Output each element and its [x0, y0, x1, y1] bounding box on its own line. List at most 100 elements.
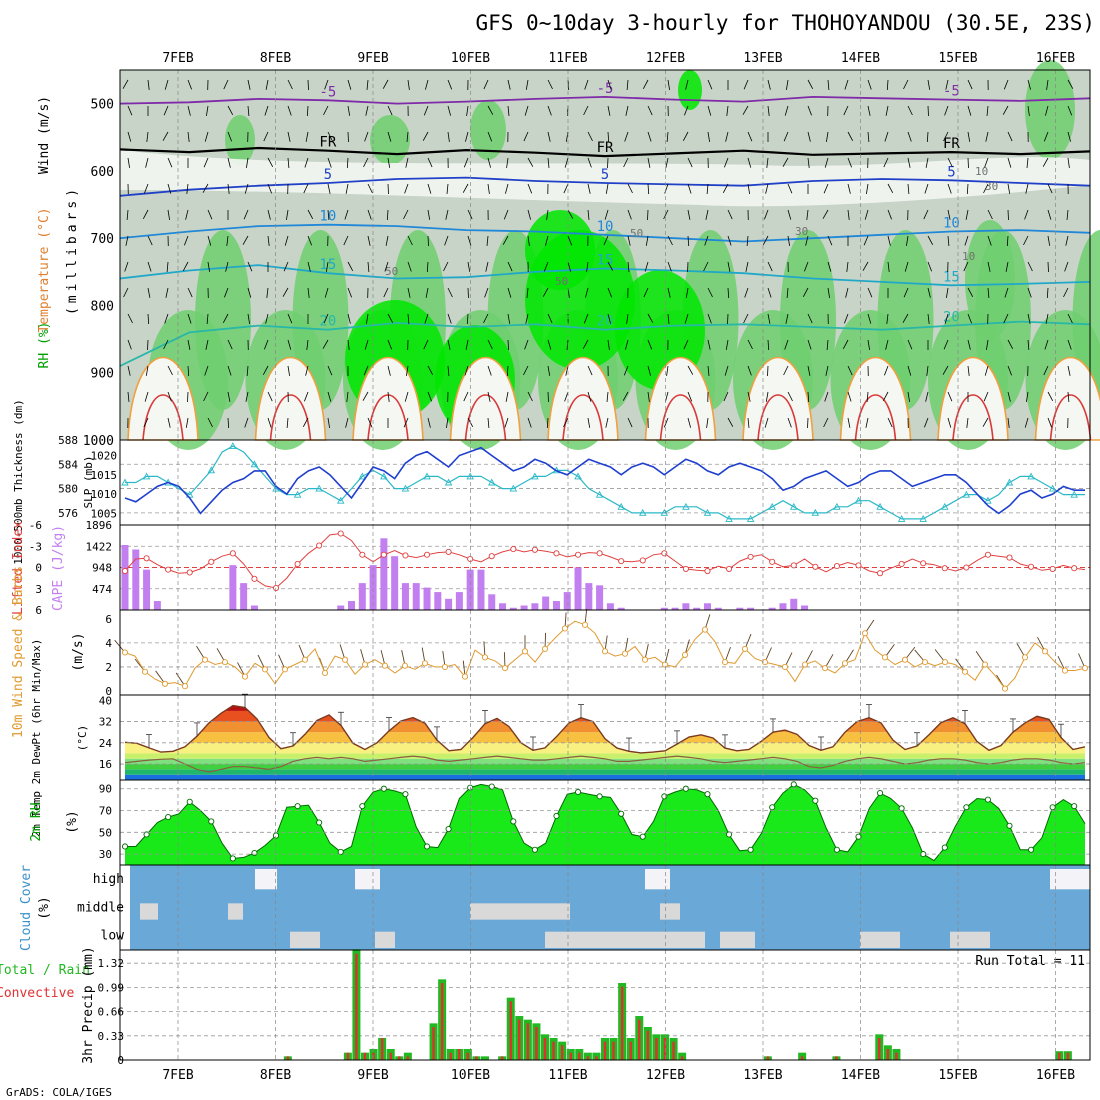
- wind-barb: [364, 339, 369, 350]
- wind-speed-line-marker: [361, 661, 369, 668]
- surface-dome: [1034, 356, 1100, 441]
- surface-dome-inner: [269, 394, 312, 441]
- wind-speed-line-marker: [1041, 648, 1049, 655]
- wind-barb: [205, 339, 209, 350]
- wind-barb: [1026, 391, 1029, 402]
- wind-barb: [904, 261, 909, 272]
- precip-conv-bar: [363, 1052, 367, 1060]
- wind-barb: [965, 209, 969, 220]
- temp-contour-10: [119, 223, 1091, 243]
- wind-barb: [507, 339, 509, 351]
- wind-speed-line-marker: [841, 660, 849, 667]
- precip-conv-bar: [886, 1049, 890, 1060]
- wind-barb: [706, 183, 709, 195]
- wind-barb: [785, 313, 789, 324]
- wind-barb: [167, 365, 173, 376]
- date-label-top: 14FEB: [841, 51, 880, 66]
- wind-barb: [967, 79, 973, 90]
- wind-barb: [626, 79, 629, 91]
- date-label-top: 12FEB: [646, 51, 685, 66]
- wind-barb: [267, 157, 274, 167]
- panel-frame-thick: [119, 439, 1091, 526]
- rh2m-line-marker: [618, 810, 625, 817]
- wind-barb: [767, 313, 771, 324]
- wind-speed-line-marker: [781, 663, 789, 670]
- wind-barb: [684, 313, 689, 324]
- precip-conv-bar: [569, 1052, 572, 1060]
- wind-barb: [967, 131, 971, 142]
- wind-barb: [182, 261, 189, 271]
- precip-conv-bar: [612, 1041, 615, 1060]
- rh2m-line-marker: [121, 843, 129, 850]
- wind-barb: [1045, 105, 1049, 116]
- wind-barb: [1067, 105, 1073, 116]
- precip-conv-bar: [560, 1045, 564, 1060]
- wind-barb: [1007, 391, 1011, 402]
- wind-barb: [567, 261, 571, 272]
- wind-speed-line-marker: [181, 683, 189, 690]
- wind-barb: [147, 339, 149, 351]
- wind-barb: [1004, 287, 1009, 298]
- wind-barb: [427, 417, 431, 428]
- wind-barb: [866, 391, 869, 403]
- wind-barb: [227, 157, 231, 168]
- rh-region: [1025, 60, 1075, 160]
- wind-barb: [967, 339, 971, 350]
- wind-barb: [366, 79, 369, 90]
- pressure-tick: 700: [91, 232, 114, 247]
- precip-tick: 1.32: [98, 957, 125, 970]
- rh-region: [292, 230, 349, 410]
- precip-conv-bar: [552, 1041, 555, 1060]
- wind-barb: [505, 183, 509, 194]
- wind-barb: [287, 79, 293, 90]
- wind-barb: [947, 235, 950, 247]
- cloud-units: (%): [37, 896, 52, 919]
- wind-barb: [465, 131, 469, 142]
- wind-barb: [227, 417, 230, 429]
- wind-barb: [184, 235, 189, 246]
- precip-conv-bar: [543, 1038, 547, 1060]
- wind-barb: [847, 157, 852, 168]
- wind-barb: [747, 339, 753, 350]
- wind-barb: [807, 365, 811, 376]
- thickness-line-marker: [574, 472, 582, 480]
- wind-barb: [367, 417, 373, 428]
- wind-barb: [246, 157, 249, 168]
- temp-band: [125, 758, 1085, 765]
- wind-barb: [167, 391, 172, 402]
- wind-barb: [647, 131, 652, 142]
- wind-barb: [446, 417, 449, 428]
- precip-total-bar: [403, 1052, 412, 1060]
- wind-barb: [924, 417, 929, 428]
- rh2m-line-marker: [1071, 803, 1078, 810]
- precip-conv-bar: [766, 1056, 770, 1060]
- precip-conv-bar: [440, 983, 444, 1060]
- temp-contour-label: 10: [943, 215, 960, 231]
- wind-barb: [923, 209, 929, 220]
- precip-conv-bar: [355, 953, 358, 1060]
- rh-contour-label: 10: [975, 165, 988, 178]
- rh-region: [965, 220, 1015, 340]
- wind-barb: [123, 287, 129, 298]
- thickness-line-marker: [833, 502, 841, 510]
- date-label-bottom: 8FEB: [260, 1068, 291, 1083]
- wind-barb: [487, 183, 490, 194]
- thickness-line-marker: [336, 496, 345, 504]
- wind-barb: [807, 339, 812, 350]
- wind-barb: [467, 235, 472, 246]
- wind-barb: [647, 105, 653, 116]
- temp-band: [125, 742, 1085, 754]
- wind-barb: [265, 79, 269, 90]
- wind-barb: [947, 209, 951, 220]
- wind-barb: [324, 79, 329, 90]
- wind-barb: [887, 417, 893, 428]
- wind-barb: [207, 209, 213, 220]
- wind-barb: [243, 209, 249, 220]
- ylabel-temp2m: 2m Temp 2m DewPt (6hr Min/Max): [30, 639, 43, 838]
- wind-speed-line-marker: [441, 663, 449, 670]
- cape-bar: [132, 549, 140, 610]
- wind-barb: [587, 131, 593, 142]
- wind-barb: [1064, 261, 1069, 272]
- wind-barb: [387, 339, 392, 350]
- wind-barb: [627, 417, 633, 428]
